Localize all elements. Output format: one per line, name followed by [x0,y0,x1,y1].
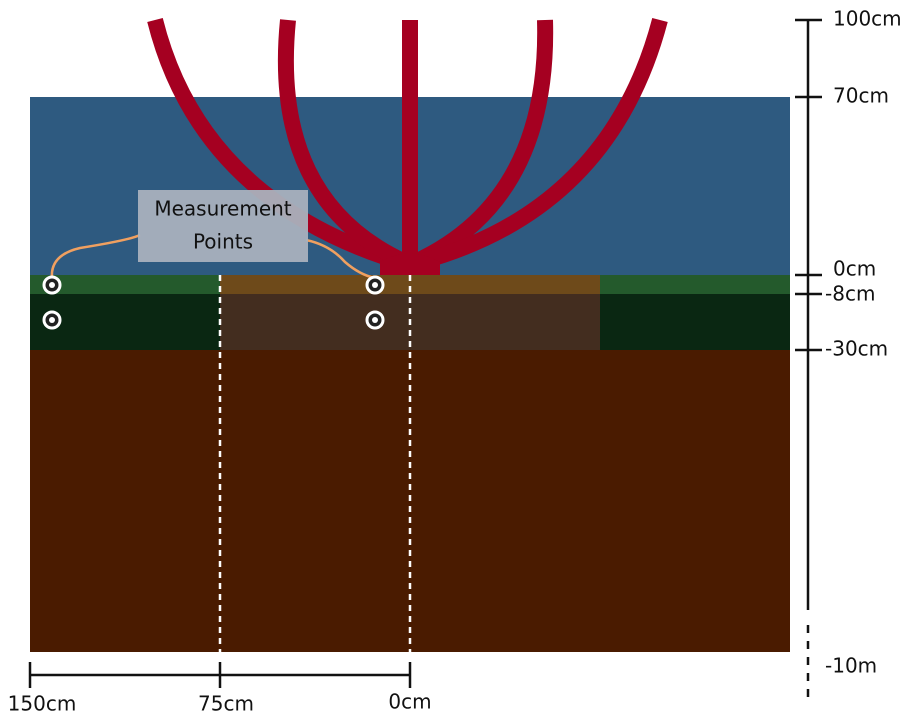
callout-text: Points [193,230,253,254]
axis-label: 0cm [833,257,876,281]
axis-label: 0cm [388,690,431,714]
axis-label: 75cm [198,692,254,716]
callout-box [138,190,308,262]
horizontal-axis [28,662,412,688]
leaf [411,19,554,270]
measurement-points [42,275,385,330]
point [42,310,62,330]
leaf [277,19,409,270]
leader [50,233,141,279]
callout-text: Measurement [154,197,291,221]
axis-label: -8cm [825,282,875,306]
axis-label: -10m [825,654,877,678]
callout-leaders [50,233,376,280]
plant-base [380,253,440,275]
plant [147,17,668,270]
dashed-guides [218,275,412,652]
axis-label: 70cm [833,84,889,108]
leaf [147,18,403,270]
axis-label: 100cm [833,7,902,31]
leader [305,238,376,280]
axis-label: -30cm [825,337,888,361]
point [42,275,62,295]
leaf [417,17,668,270]
vertical-axis [795,18,822,705]
point [365,310,385,330]
axis-label: 150cm [8,692,77,716]
bare-surface [220,275,600,294]
point [365,275,385,295]
